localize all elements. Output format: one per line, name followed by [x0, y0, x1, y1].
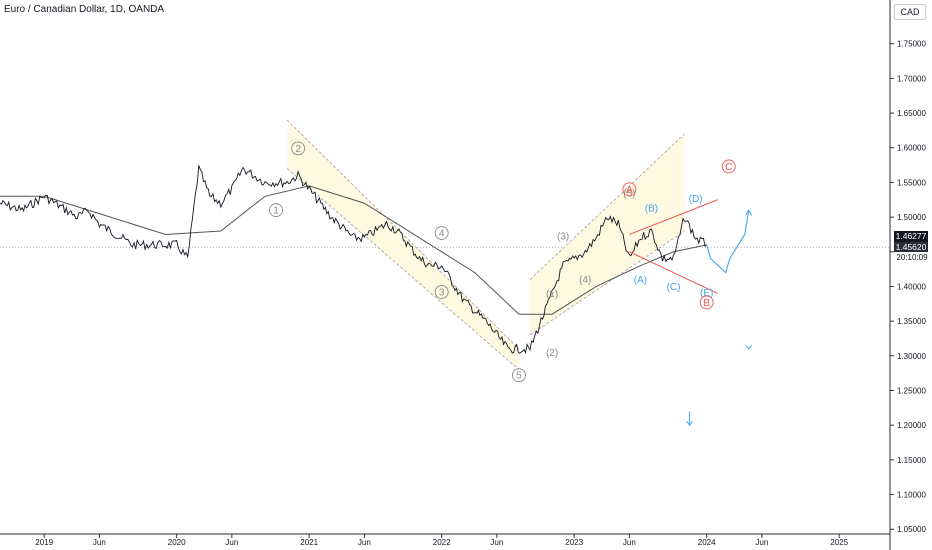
y-tick-label: 1.25000	[897, 387, 926, 396]
wave-label: B	[703, 298, 710, 309]
wave-label: 2	[295, 144, 301, 155]
drawing-layer	[629, 199, 753, 427]
current-price-tag: 1.45620	[894, 242, 928, 253]
y-tick-label: 1.50000	[897, 213, 926, 222]
wave-label-circle	[434, 226, 449, 240]
x-tick-label: 2019	[35, 538, 53, 547]
x-tick-label: 2025	[830, 538, 848, 547]
wave-label-circle	[434, 285, 449, 299]
wave-label: C	[725, 162, 732, 173]
wave-label: (A)	[634, 275, 647, 286]
last-price-tag: 1.46277	[894, 231, 928, 242]
x-tick-label: 2020	[168, 538, 186, 547]
y-tick-label: 1.20000	[897, 421, 926, 430]
down-arrow-icon	[686, 420, 694, 427]
wave-label: (B)	[645, 204, 658, 215]
y-tick-label: 1.70000	[897, 74, 926, 83]
price-layer	[0, 165, 707, 355]
wave-label-circle	[512, 368, 526, 383]
wave-label: (1)	[546, 289, 558, 300]
x-tick-label: 2023	[565, 538, 583, 547]
channel-upper-line	[529, 133, 685, 280]
y-tick-label: 1.75000	[897, 40, 926, 49]
projection-arrow-head	[745, 209, 753, 216]
x-tick-label: 2021	[300, 538, 318, 547]
moving-average-line	[0, 185, 707, 315]
moving-average-layer	[0, 185, 707, 315]
channel-lower-line	[286, 168, 520, 370]
price-line	[0, 165, 707, 355]
wave-label: (4)	[579, 275, 591, 286]
currency-badge[interactable]: CAD	[894, 4, 926, 20]
wave-label: 4	[439, 229, 445, 240]
chart-title: Euro / Canadian Dollar, 1D, OANDA	[4, 4, 165, 15]
x-tick-label: 2024	[698, 538, 716, 547]
x-tick-label: Jun	[490, 538, 503, 547]
wave-label: (5)	[623, 188, 635, 199]
wave-label-circle	[291, 141, 306, 156]
triangle-lower-line	[629, 251, 718, 294]
y-tick-label: 1.65000	[897, 109, 926, 118]
x-tick-label: Jun	[358, 538, 371, 547]
y-tick-label: 1.60000	[897, 144, 926, 153]
wave-label-circle	[622, 182, 637, 197]
down-arrow-icon	[745, 344, 753, 350]
projection-path	[706, 210, 750, 274]
wave-label-circle	[699, 295, 714, 310]
wave-label: 5	[516, 371, 522, 382]
y-tick-label: 1.10000	[897, 491, 926, 500]
wave-label: (D)	[689, 194, 703, 205]
wave-label: A	[626, 185, 633, 196]
wave-label: (3)	[557, 231, 569, 242]
bar-countdown: 20:10:09	[894, 252, 930, 263]
x-tick-label: Jun	[623, 538, 636, 547]
channel-lower-line	[529, 230, 685, 336]
x-tick-label: 2022	[433, 538, 451, 547]
y-tick-label: 1.35000	[897, 317, 926, 326]
x-tick-label: Jun	[225, 538, 238, 547]
wave-label-circle	[269, 203, 283, 218]
x-tick-label: Jun	[755, 538, 768, 547]
triangle-upper-line	[629, 199, 718, 235]
channel-fill	[530, 133, 685, 336]
y-tick-label: 1.30000	[897, 352, 926, 361]
y-tick-label: 1.40000	[897, 282, 926, 291]
channel-upper-line	[286, 119, 520, 350]
channel-layer	[286, 119, 685, 370]
y-tick-label: 1.55000	[897, 178, 926, 187]
wave-label: (2)	[546, 348, 558, 359]
wave-label: (C)	[667, 282, 681, 293]
x-tick-label: Jun	[93, 538, 106, 547]
channel-fill	[287, 119, 519, 370]
y-tick-label: 1.15000	[897, 456, 926, 465]
wave-label-circle	[721, 159, 736, 174]
wave-label: 1	[273, 206, 279, 217]
wave-labels: 1 2 3 4 5 (1) (2) (3) (4) (5)A (A) (B) (C) (D) (E)B C	[269, 141, 736, 383]
wave-label: 3	[439, 287, 445, 298]
wave-label: (E)	[700, 288, 713, 299]
y-tick-label: 1.05000	[897, 525, 926, 534]
